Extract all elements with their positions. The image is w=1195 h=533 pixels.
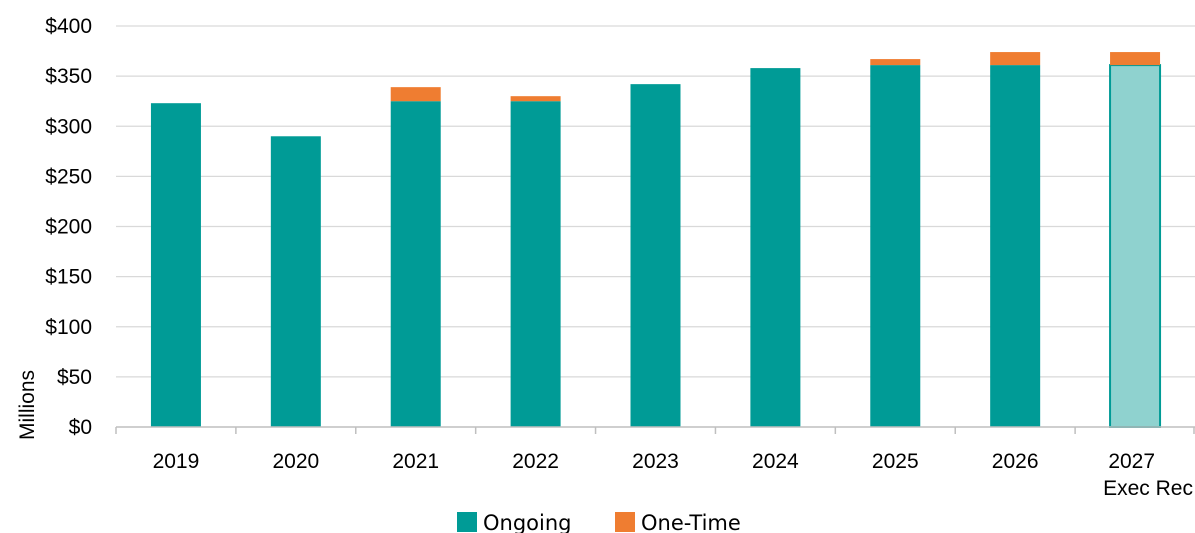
bar-ongoing [750,68,801,427]
x-tick-labels: 2019 2020 2021 2022 2023 2024 2025 2026 2027 Exec… [153,450,1193,500]
y-tick-label: $200 [45,216,92,239]
x-tick-label: 2027 Exec Rec [1103,450,1193,500]
x-tick-label: 2025 [872,450,919,473]
y-tick-label: $400 [45,15,92,38]
bar-one-time [1110,52,1161,66]
legend-swatch-ongoing [457,512,477,532]
y-tick-label: $50 [57,366,92,389]
x-tick-label: 2020 [272,450,319,473]
bar-ongoing [150,103,201,427]
bar-ongoing [390,101,441,427]
bar-one-time [510,96,561,102]
y-tick-labels: $0 $50 $100 $150 $200 $250 $300 $350 $400 [45,15,92,439]
x-tick-label: 2019 [153,450,200,473]
x-tick-label: 2024 [752,450,799,473]
bar-ongoing [510,101,561,427]
legend: Ongoing One-Time [457,511,741,533]
bar-ongoing [1109,64,1162,428]
bar-ongoing [870,65,921,427]
axes [115,426,1195,434]
bar-ongoing [270,136,321,427]
bars [150,52,1162,428]
y-tick-label: $250 [45,165,92,188]
y-tick-label: $350 [45,65,92,88]
y-tick-label: $300 [45,115,92,138]
x-tick-label: 2021 [392,450,439,473]
bar-ongoing [630,84,681,428]
y-tick-label: $150 [45,266,92,289]
y-tick-label: $100 [45,316,92,339]
bar-one-time [390,87,441,102]
bar-ongoing [990,65,1041,427]
x-tick-label: 2023 [632,450,679,473]
legend-swatch-one-time [615,512,635,532]
legend-label-ongoing: Ongoing [483,511,572,533]
bar-one-time [990,52,1041,66]
y-axis-title: Millions [16,370,39,440]
legend-label-one-time: One-Time [641,511,741,533]
x-tick-label: 2026 [992,450,1039,473]
bar-one-time [870,59,921,66]
x-tick-label: 2022 [512,450,559,473]
y-tick-label: $0 [69,416,92,439]
